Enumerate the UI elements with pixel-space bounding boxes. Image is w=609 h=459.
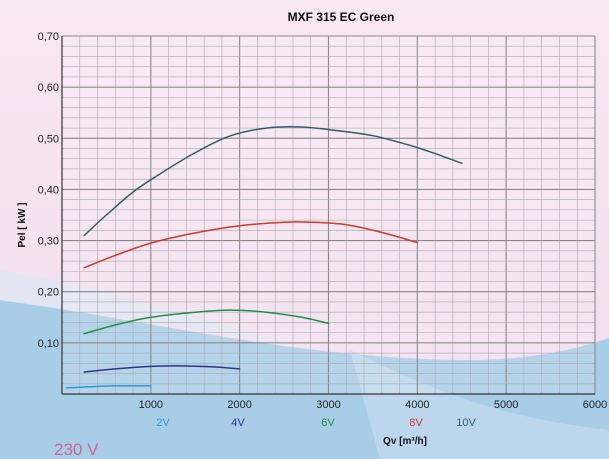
tick-labels: 1000 2000 3000 4000 5000 6000 0,10 0,20 0,30 0,40… — [38, 31, 608, 411]
series-line-4v — [83, 365, 241, 373]
series-line-6v — [83, 309, 330, 335]
y-tick-label: 0,70 — [38, 31, 59, 43]
chart-grid — [62, 35, 596, 394]
x-tick-label: 4000 — [405, 399, 429, 411]
y-tick-label: 0,40 — [38, 184, 59, 196]
chart-legend: 2V 4V 6V 8V 10V — [156, 417, 476, 429]
background-swoosh-band — [350, 350, 609, 459]
y-tick-label: 0,50 — [38, 133, 59, 145]
legend-entry-8v: 8V — [409, 417, 423, 429]
legend-entry-10v: 10V — [456, 417, 476, 429]
series-line-2v — [65, 384, 152, 389]
x-tick-label: 1000 — [139, 399, 163, 411]
y-tick-label: 0,30 — [38, 236, 59, 248]
chart-title: MXF 315 EC Green — [288, 10, 395, 24]
y-tick-label: 0,60 — [38, 82, 59, 94]
series-line-8v — [83, 221, 419, 269]
y-tick-label: 0,20 — [38, 287, 59, 299]
x-tick-label: 6000 — [583, 399, 607, 411]
background-swoosh-light — [0, 270, 300, 345]
x-axis-label: Qv [m³/h] — [383, 436, 427, 447]
y-tick-label: 0,10 — [38, 338, 59, 350]
legend-entry-4v: 4V — [231, 417, 245, 429]
legend-entry-6v: 6V — [321, 417, 335, 429]
chart-axes — [61, 36, 595, 395]
x-tick-label: 2000 — [227, 399, 251, 411]
x-tick-label: 3000 — [316, 399, 340, 411]
voltage-note: 230 V — [54, 440, 99, 459]
chart-series — [65, 126, 463, 389]
y-axis-label: Pel [ kW ] — [17, 202, 28, 247]
legend-entry-2v: 2V — [156, 417, 170, 429]
series-line-10v — [83, 126, 463, 237]
x-tick-label: 5000 — [494, 399, 518, 411]
